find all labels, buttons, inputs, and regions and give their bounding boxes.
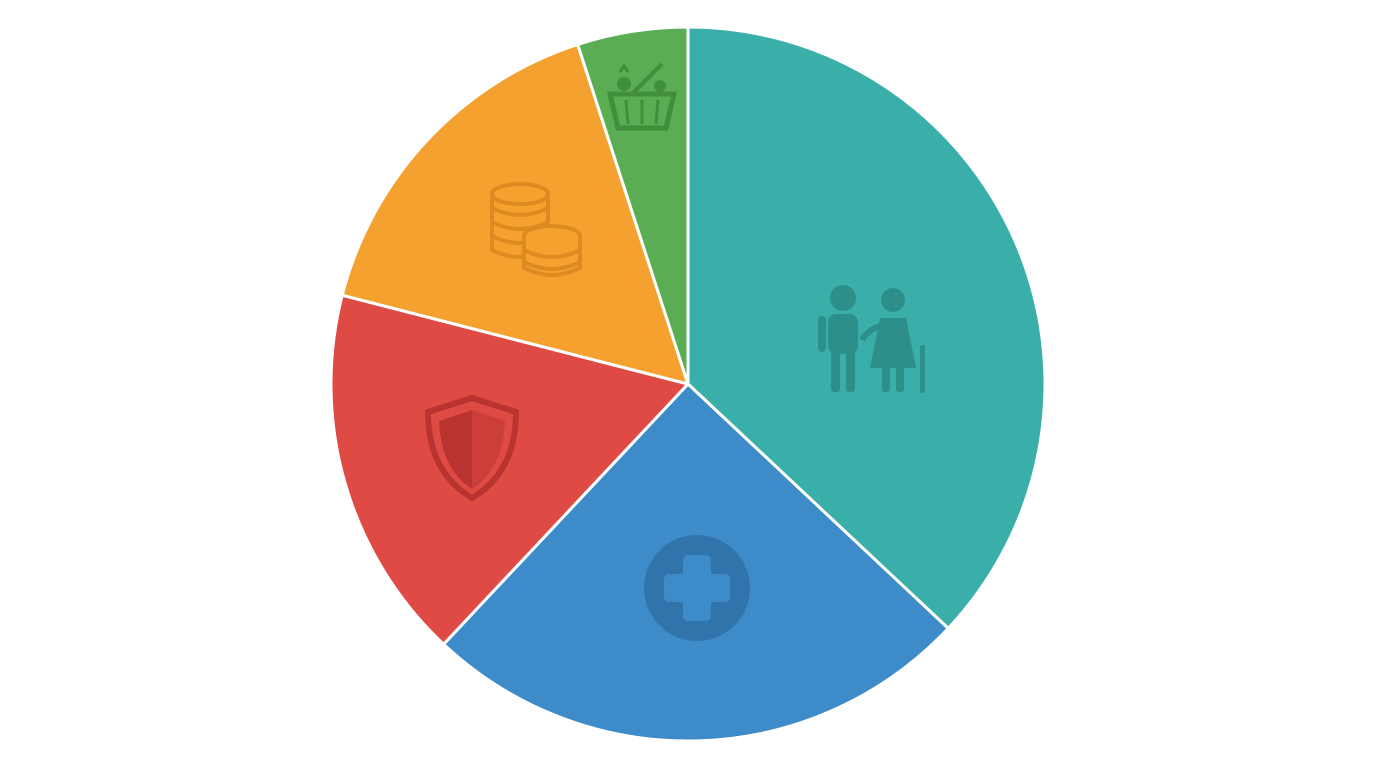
pie-slice — [329, 293, 690, 646]
icons — [424, 62, 925, 641]
groceries-icon — [606, 62, 678, 131]
savings-icon — [490, 182, 582, 277]
elderly-icon — [818, 285, 925, 393]
health-icon — [644, 535, 750, 641]
security-icon — [424, 394, 520, 502]
pie-slice — [686, 25, 1047, 630]
pie-slice — [576, 25, 690, 386]
